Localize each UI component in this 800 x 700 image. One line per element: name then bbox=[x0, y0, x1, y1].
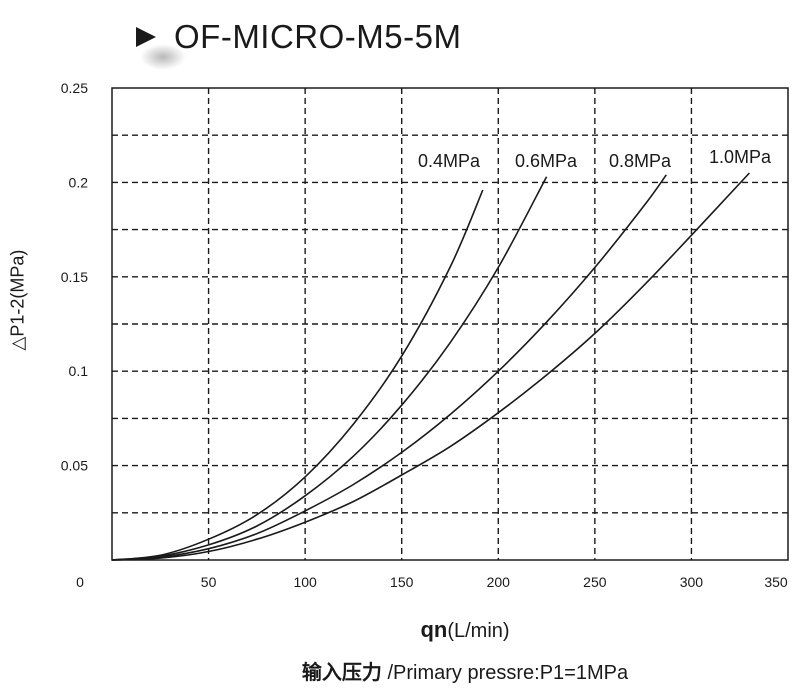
series-line-3 bbox=[111, 172, 750, 561]
primary-pressure-note-zh: 输入压力 bbox=[301, 662, 382, 684]
curves bbox=[111, 172, 750, 561]
series-label: 0.6MPa bbox=[515, 151, 578, 171]
primary-pressure-note: 输入压力 /Primary pressre:P1=1MPa bbox=[0, 656, 800, 685]
y-tick-label: 0.2 bbox=[69, 174, 89, 190]
x-tick-label: 200 bbox=[487, 574, 511, 590]
y-tick-label: 0.25 bbox=[61, 80, 88, 96]
x-axis-label-unit: (L/min) bbox=[447, 620, 510, 642]
x-tick-labels: 0 50 100 150 200 250 300 350 bbox=[76, 574, 788, 590]
x-axis-label-main: qn bbox=[420, 617, 448, 642]
title-text: OF-MICRO-M5-5M bbox=[174, 18, 462, 55]
series-label-bg bbox=[405, 150, 493, 172]
y-tick-labels: 0.05 0.1 0.15 0.2 0.25 bbox=[61, 80, 88, 474]
series-label: 0.4MPa bbox=[418, 151, 481, 171]
plot-frame bbox=[111, 87, 789, 561]
x-tick-label: 250 bbox=[583, 574, 607, 590]
x-tick-label: 300 bbox=[680, 574, 704, 590]
y-axis-label-text: △P1-2(MPa) bbox=[7, 249, 28, 351]
title-shadow bbox=[140, 44, 186, 70]
primary-pressure-note-en: /Primary pressre:P1=1MPa bbox=[381, 662, 629, 684]
x-tick-label: 50 bbox=[201, 574, 217, 590]
series-line-0 bbox=[111, 189, 484, 561]
x-tick-label: 0 bbox=[76, 574, 84, 590]
grid-lines bbox=[112, 88, 788, 560]
x-tick-label: 350 bbox=[764, 574, 788, 590]
x-axis-label: qn(L/min) bbox=[0, 617, 800, 643]
series-label: 1.0MPa bbox=[709, 147, 772, 167]
series-line-2 bbox=[111, 174, 667, 561]
series-label-bg bbox=[596, 150, 684, 172]
series-label: 0.8MPa bbox=[609, 151, 672, 171]
series-label-bg bbox=[696, 146, 784, 168]
series-labels: 0.4MPa 0.6MPa 0.8MPa 1.0MPa bbox=[405, 146, 784, 172]
chart-title: OF-MICRO-M5-5M bbox=[136, 14, 462, 70]
x-tick-label: 100 bbox=[293, 574, 317, 590]
play-arrow-icon bbox=[136, 27, 156, 47]
x-tick-label: 150 bbox=[390, 574, 414, 590]
y-tick-label: 0.15 bbox=[61, 269, 88, 285]
series-line-1 bbox=[111, 176, 548, 561]
series-label-bg bbox=[502, 150, 590, 172]
y-tick-label: 0.05 bbox=[61, 458, 88, 474]
y-tick-label: 0.1 bbox=[69, 363, 89, 379]
